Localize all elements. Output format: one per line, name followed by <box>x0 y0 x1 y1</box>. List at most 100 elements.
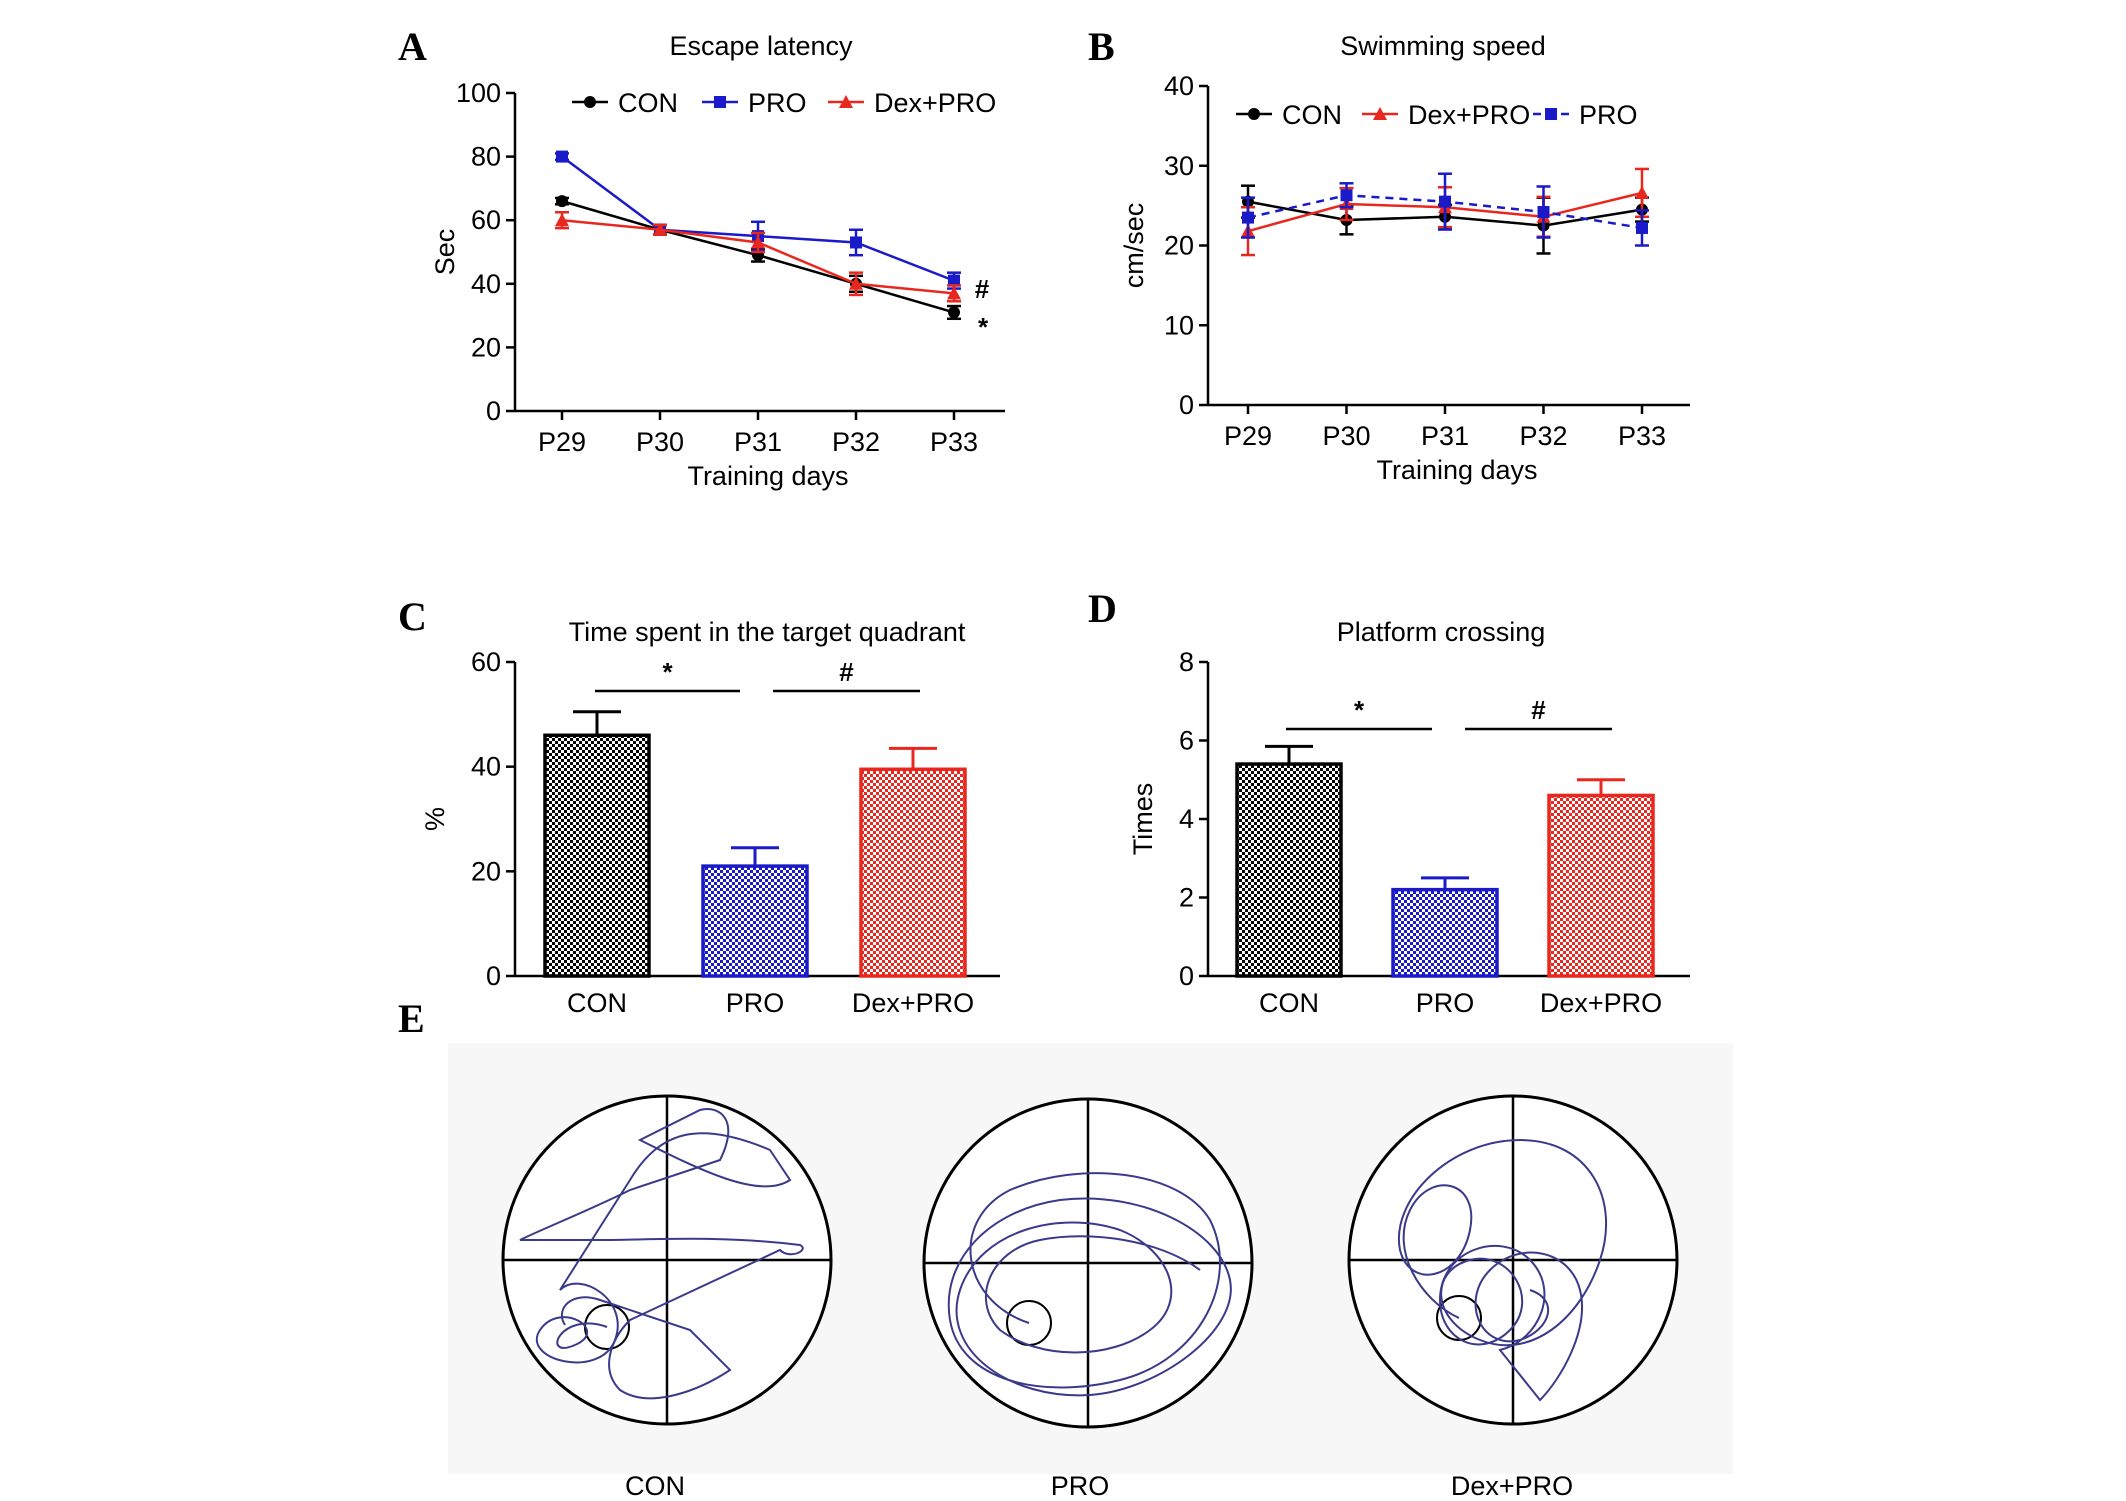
y-tick-label: 6 <box>1179 726 1194 756</box>
x-tick-label: P33 <box>1618 421 1666 451</box>
y-tick-label: 20 <box>1164 231 1194 261</box>
panel-d-title: Platform crossing <box>1337 617 1546 647</box>
series-con <box>555 195 961 321</box>
data-point <box>556 195 568 208</box>
legend-label: PRO <box>748 88 807 118</box>
bar-pro <box>1391 887 1499 978</box>
data-point <box>1242 211 1254 224</box>
bar-con <box>1235 762 1343 978</box>
y-tick-label: 0 <box>486 961 501 991</box>
y-tick-label: 2 <box>1179 883 1194 913</box>
legend-item-con: CON <box>572 88 678 118</box>
data-point <box>1635 185 1649 199</box>
y-tick-label: 8 <box>1179 647 1194 677</box>
y-tick-label: 40 <box>1164 71 1194 101</box>
data-point <box>1537 206 1550 219</box>
series-pro <box>555 150 961 290</box>
series-dex-pro <box>555 211 961 303</box>
x-tick-label: P32 <box>832 427 880 457</box>
swim-path <box>519 1108 804 1400</box>
legend-marker <box>1248 108 1260 120</box>
data-point <box>1636 221 1648 234</box>
x-tick-label: P31 <box>734 427 782 457</box>
x-tick-label: P32 <box>1519 421 1567 451</box>
data-point <box>947 286 961 300</box>
data-point <box>948 274 960 287</box>
track-panel: CON PRO Dex+PRO <box>448 1043 1733 1501</box>
y-tick-label: 0 <box>1179 961 1194 991</box>
panel-letter-e: E <box>398 996 425 1041</box>
y-tick-label: 40 <box>471 269 501 299</box>
legend-marker <box>1373 107 1387 120</box>
y-axis-title: % <box>420 807 450 831</box>
chart-target-quadrant: 0 20 40 60% CON PRO Dex+PRO * # <box>420 647 1000 1018</box>
panel-a-title: Escape latency <box>669 31 853 61</box>
x-tick-label: P30 <box>636 427 684 457</box>
platform-circle <box>1436 1295 1482 1341</box>
panel-c-title: Time spent in the target quadrant <box>569 617 966 647</box>
y-tick-label: 0 <box>486 396 501 426</box>
legend-label: Dex+PRO <box>874 88 996 118</box>
significance-mark: # <box>975 274 990 304</box>
x-tick-label: P29 <box>538 427 586 457</box>
track-label-pro: PRO <box>1051 1471 1110 1501</box>
legend-item-con: CON <box>1236 100 1342 130</box>
legend-marker <box>1545 108 1557 120</box>
panel-letter-c: C <box>398 594 427 639</box>
y-axis-title: cm/sec <box>1119 203 1149 289</box>
data-point <box>653 222 667 236</box>
significance-mark: * <box>978 312 989 342</box>
x-axis-title: Training days <box>687 461 848 491</box>
y-tick-label: 60 <box>471 647 501 677</box>
bar-con <box>543 733 651 978</box>
significance-mark: # <box>839 657 854 687</box>
x-tick-label: CON <box>567 988 627 1018</box>
significance-mark: * <box>1354 695 1365 725</box>
data-point <box>751 235 765 249</box>
chart-escape-latency: 0 20 40 60 80 100 P29 P30 P31 P32 P33 Training days… <box>430 78 1005 491</box>
series-pro <box>1241 172 1649 247</box>
legend-label: CON <box>618 88 678 118</box>
track-pro <box>922 1097 1254 1429</box>
y-tick-label: 20 <box>471 332 501 362</box>
legend-item-pro: PRO <box>702 88 807 118</box>
track-con <box>501 1094 833 1426</box>
y-tick-label: 4 <box>1179 804 1194 834</box>
y-tick-label: 0 <box>1179 390 1194 420</box>
y-axis-title: Times <box>1128 783 1158 856</box>
bar-pro <box>701 864 809 978</box>
data-point <box>850 236 862 249</box>
legend-marker <box>714 96 726 108</box>
data-point <box>1340 189 1353 202</box>
x-tick-label: P30 <box>1322 421 1370 451</box>
y-tick-label: 40 <box>471 752 501 782</box>
y-tick-label: 60 <box>471 205 501 235</box>
x-axis-title: Training days <box>1376 455 1537 485</box>
data-point <box>1439 195 1451 208</box>
x-tick-label: Dex+PRO <box>852 988 974 1018</box>
x-tick-label: P33 <box>930 427 978 457</box>
data-point <box>849 276 863 290</box>
panel-letter-d: D <box>1088 586 1117 631</box>
track-dexpro <box>1347 1094 1679 1426</box>
x-tick-label: CON <box>1259 988 1319 1018</box>
legend-item-dex-pro: Dex+PRO <box>1362 100 1530 130</box>
data-point <box>555 213 569 227</box>
legend-item-pro: PRO <box>1533 100 1638 130</box>
x-tick-label: Dex+PRO <box>1540 988 1662 1018</box>
swim-path <box>947 1172 1232 1397</box>
panel-letter-a: A <box>398 24 427 69</box>
x-tick-label: PRO <box>1416 988 1475 1018</box>
significance-mark: # <box>1531 695 1546 725</box>
panel-b-title: Swimming speed <box>1340 31 1546 61</box>
y-tick-label: 80 <box>471 142 501 172</box>
data-point <box>948 306 960 319</box>
track-label-con: CON <box>625 1471 685 1501</box>
legend-label: CON <box>1282 100 1342 130</box>
y-tick-label: 20 <box>471 856 501 886</box>
swim-path <box>1397 1138 1608 1402</box>
bar-dex-pro <box>1547 793 1655 978</box>
significance-mark: * <box>662 657 673 687</box>
chart-swimming-speed: 0 10 20 30 40 P29 P30 P31 P32 P33 Training days cm/… <box>1119 71 1690 485</box>
